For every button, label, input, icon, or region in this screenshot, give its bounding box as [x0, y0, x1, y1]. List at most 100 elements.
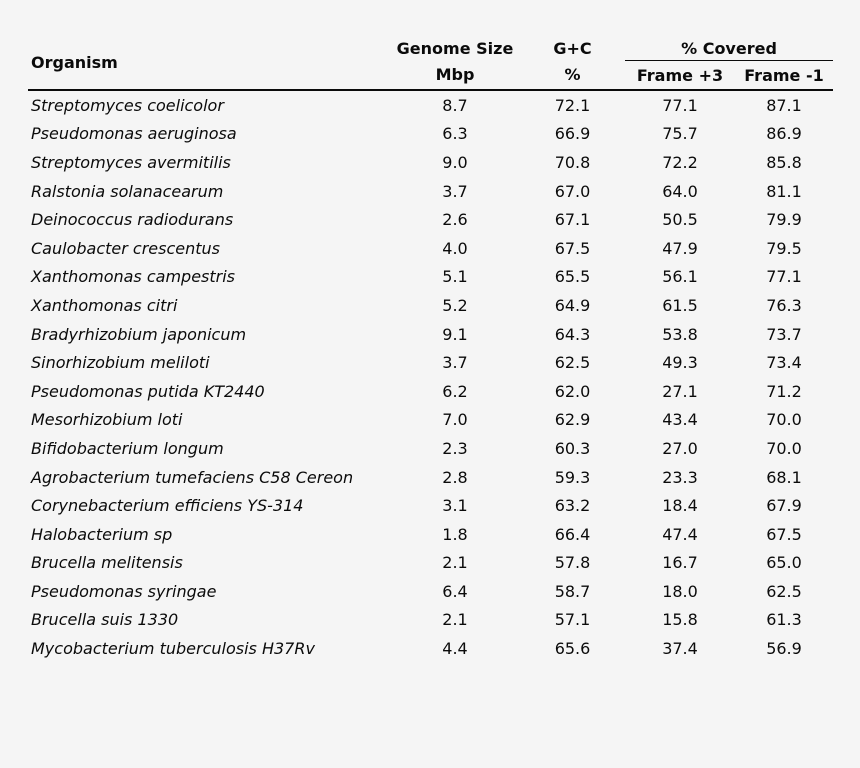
- frame-minus1-cell: 71.2: [766, 381, 802, 401]
- organism-cell: Ralstonia solanacearum: [31, 181, 224, 201]
- frame-plus3-cell: 64.0: [662, 181, 698, 201]
- genome-size-cell: 2.8: [442, 467, 468, 487]
- organism-cell: Brucella melitensis: [31, 553, 183, 573]
- table-row: Pseudomonas putida KT2440 6.2 62.0 27.1 71.2: [28, 377, 833, 406]
- table-row: Corynebacterium efficiens YS-314 3.1 63.2 1…: [28, 491, 833, 520]
- column-header-frame-minus1: Frame -1: [735, 60, 833, 91]
- table-row: Pseudomonas aeruginosa 6.3 66.9 75.7 86.9: [28, 120, 833, 149]
- frame-minus1-cell: 77.1: [766, 267, 802, 287]
- genome-size-cell: 9.0: [442, 152, 468, 172]
- frame-minus1-cell: 73.4: [766, 353, 802, 373]
- gc-cell: 66.4: [554, 524, 591, 544]
- gc-cell: 67.1: [554, 210, 591, 230]
- organism-cell: Xanthomonas campestris: [31, 267, 236, 287]
- organism-cell: Pseudomonas aeruginosa: [31, 124, 237, 144]
- table-row: Xanthomonas citri 5.2 64.9 61.5 76.3: [28, 291, 833, 320]
- table-figure: Organism Genome Size G+C % Covered Mbp %…: [0, 36, 860, 768]
- table-row: Streptomyces avermitilis 9.0 70.8 72.2 85.8: [28, 148, 833, 177]
- frame-minus1-cell: 81.1: [766, 181, 802, 201]
- frame-plus3-cell: 27.1: [662, 381, 698, 401]
- genome-size-cell: 5.2: [442, 295, 468, 315]
- genome-size-cell: 1.8: [442, 524, 468, 544]
- gc-cell: 64.3: [554, 324, 591, 344]
- gc-cell: 57.8: [554, 553, 591, 573]
- frame-plus3-cell: 27.0: [662, 438, 698, 458]
- gc-cell: 62.0: [554, 381, 591, 401]
- frame-minus1-cell: 67.9: [766, 496, 802, 516]
- frame-plus3-cell: 47.4: [662, 524, 698, 544]
- genome-size-cell: 6.3: [442, 124, 468, 144]
- genome-size-cell: 4.4: [442, 639, 468, 659]
- gc-cell: 62.5: [554, 353, 591, 373]
- frame-minus1-cell: 70.0: [766, 438, 802, 458]
- table-row: Brucella suis 1330 2.1 57.1 15.8 61.3: [28, 606, 833, 635]
- gc-cell: 60.3: [554, 438, 591, 458]
- frame-plus3-cell: 49.3: [662, 353, 698, 373]
- genome-size-cell: 3.1: [442, 496, 468, 516]
- organism-cell: Mesorhizobium loti: [31, 410, 183, 430]
- frame-plus3-cell: 15.8: [662, 610, 698, 630]
- genome-size-cell: 6.2: [442, 381, 468, 401]
- frame-minus1-cell: 61.3: [766, 610, 802, 630]
- gc-cell: 59.3: [554, 467, 591, 487]
- organism-cell: Pseudomonas putida KT2440: [31, 381, 265, 401]
- frame-plus3-cell: 50.5: [662, 210, 698, 230]
- gc-cell: 62.9: [554, 410, 591, 430]
- frame-plus3-cell: 18.0: [662, 581, 698, 601]
- genome-size-cell: 4.0: [442, 238, 468, 258]
- organism-cell: Xanthomonas citri: [31, 295, 178, 315]
- table-row: Xanthomonas campestris 5.1 65.5 56.1 77.1: [28, 263, 833, 292]
- frame-minus1-cell: 70.0: [766, 410, 802, 430]
- genome-size-cell: 2.1: [442, 610, 468, 630]
- gc-cell: 63.2: [554, 496, 591, 516]
- gc-cell: 58.7: [554, 581, 591, 601]
- gc-cell: 66.9: [554, 124, 591, 144]
- genome-size-cell: 6.4: [442, 581, 468, 601]
- organism-cell: Caulobacter crescentus: [31, 238, 220, 258]
- frame-minus1-cell: 87.1: [766, 95, 802, 115]
- genome-size-cell: 3.7: [442, 181, 468, 201]
- frame-minus1-cell: 68.1: [766, 467, 802, 487]
- frame-minus1-cell: 67.5: [766, 524, 802, 544]
- column-header-gc: G+C: [553, 38, 592, 58]
- genome-size-cell: 2.6: [442, 210, 468, 230]
- column-header-frame-plus3: Frame +3: [625, 60, 735, 91]
- gc-cell: 57.1: [554, 610, 591, 630]
- table-row: Ralstonia solanacearum 3.7 67.0 64.0 81.1: [28, 177, 833, 206]
- organism-cell: Pseudomonas syringae: [31, 581, 217, 601]
- organism-cell: Bifidobacterium longum: [31, 438, 224, 458]
- frame-plus3-cell: 56.1: [662, 267, 698, 287]
- organism-cell: Deinococcus radiodurans: [31, 210, 234, 230]
- organism-cell: Mycobacterium tuberculosis H37Rv: [31, 639, 315, 659]
- column-header-organism: Organism: [28, 36, 390, 91]
- frame-minus1-cell: 76.3: [766, 295, 802, 315]
- frame-plus3-cell: 72.2: [662, 152, 698, 172]
- table-row: Pseudomonas syringae 6.4 58.7 18.0 62.5: [28, 577, 833, 606]
- organism-cell: Brucella suis 1330: [31, 610, 179, 630]
- frame-plus3-cell: 77.1: [662, 95, 698, 115]
- table-row: Streptomyces coelicolor 8.7 72.1 77.1 87.1: [28, 90, 833, 120]
- frame-minus1-cell: 86.9: [766, 124, 802, 144]
- genome-size-cell: 3.7: [442, 353, 468, 373]
- gc-cell: 67.0: [554, 181, 591, 201]
- organism-cell: Corynebacterium efficiens YS-314: [31, 496, 304, 516]
- table-row: Deinococcus radiodurans 2.6 67.1 50.5 79.9: [28, 205, 833, 234]
- table-row: Bradyrhizobium japonicum 9.1 64.3 53.8 73.7: [28, 320, 833, 349]
- organism-cell: Sinorhizobium meliloti: [31, 353, 210, 373]
- gc-cell: 72.1: [554, 95, 591, 115]
- frame-minus1-cell: 85.8: [766, 152, 802, 172]
- table-row: Sinorhizobium meliloti 3.7 62.5 49.3 73.4: [28, 348, 833, 377]
- gc-cell: 70.8: [554, 152, 591, 172]
- table-row: Caulobacter crescentus 4.0 67.5 47.9 79.5: [28, 234, 833, 263]
- column-header-genome-size: Genome Size: [396, 38, 514, 58]
- table-row: Bifidobacterium longum 2.3 60.3 27.0 70.0: [28, 434, 833, 463]
- table-row: Brucella melitensis 2.1 57.8 16.7 65.0: [28, 549, 833, 578]
- genome-size-cell: 7.0: [442, 410, 468, 430]
- frame-plus3-cell: 61.5: [662, 295, 698, 315]
- frame-plus3-cell: 18.4: [662, 496, 698, 516]
- frame-minus1-cell: 79.5: [766, 238, 802, 258]
- genome-size-cell: 2.3: [442, 438, 468, 458]
- genome-size-cell: 2.1: [442, 553, 468, 573]
- table-row: Mycobacterium tuberculosis H37Rv 4.4 65.6 3…: [28, 634, 833, 663]
- gc-cell: 64.9: [554, 295, 591, 315]
